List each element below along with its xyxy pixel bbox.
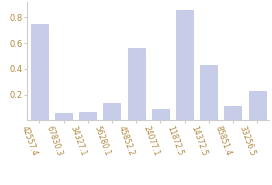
Bar [224,106,242,120]
Bar [55,113,72,120]
Bar [200,65,217,120]
Bar [152,109,169,120]
Bar [31,24,48,120]
Bar [176,10,193,120]
Bar [128,48,145,120]
Bar [249,91,266,120]
Bar [103,103,120,120]
Bar [79,112,96,120]
